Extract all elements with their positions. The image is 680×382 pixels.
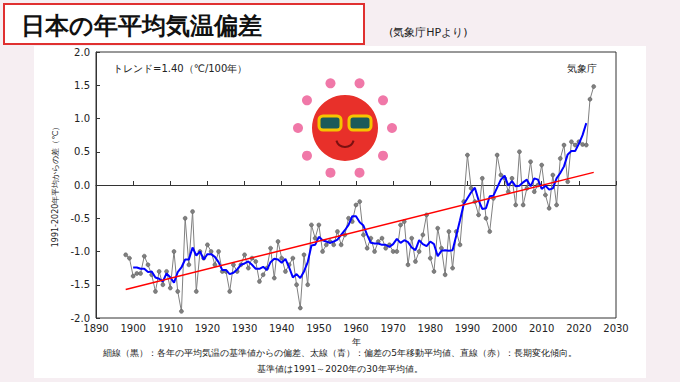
svg-text:-2.0: -2.0 xyxy=(70,312,90,324)
svg-text:-1.0: -1.0 xyxy=(70,246,90,257)
svg-text:細線（黒）：各年の平均気温の基準値からの偏差、太線（青）：偏: 細線（黒）：各年の平均気温の基準値からの偏差、太線（青）：偏差の5年移動平均値、… xyxy=(102,348,577,358)
svg-text:1890: 1890 xyxy=(83,323,108,334)
svg-text:1930: 1930 xyxy=(232,323,257,334)
svg-text:0.5: 0.5 xyxy=(74,146,90,157)
svg-text:1960: 1960 xyxy=(343,323,368,334)
svg-text:年: 年 xyxy=(352,337,361,347)
svg-text:日本の年平均気温偏差: 日本の年平均気温偏差 xyxy=(21,12,262,40)
svg-text:1990: 1990 xyxy=(455,323,480,334)
svg-text:1950: 1950 xyxy=(306,323,331,334)
svg-text:(気象庁HPより): (気象庁HPより) xyxy=(389,26,468,39)
svg-text:1991-2020年平均からの差（℃）: 1991-2020年平均からの差（℃） xyxy=(51,123,60,248)
svg-text:トレンド=1.40（℃/100年）: トレンド=1.40（℃/100年） xyxy=(113,63,247,74)
svg-text:1900: 1900 xyxy=(120,323,145,334)
svg-text:気象庁: 気象庁 xyxy=(567,63,597,74)
svg-text:1.0: 1.0 xyxy=(74,113,90,124)
svg-text:2020: 2020 xyxy=(566,323,591,334)
svg-text:1.5: 1.5 xyxy=(74,80,90,91)
svg-text:基準値は1991～2020年の30年平均値。: 基準値は1991～2020年の30年平均値。 xyxy=(257,364,422,374)
svg-text:2000: 2000 xyxy=(492,323,517,334)
svg-text:-0.5: -0.5 xyxy=(70,213,90,224)
svg-text:1920: 1920 xyxy=(195,323,220,334)
svg-text:2010: 2010 xyxy=(529,323,554,334)
svg-text:1980: 1980 xyxy=(418,323,443,334)
svg-text:2.0: 2.0 xyxy=(74,47,90,58)
svg-text:1910: 1910 xyxy=(158,323,183,334)
svg-text:1970: 1970 xyxy=(380,323,405,334)
svg-text:0.0: 0.0 xyxy=(74,180,90,191)
svg-text:1940: 1940 xyxy=(269,323,294,334)
svg-text:2030: 2030 xyxy=(603,323,628,334)
svg-text:-1.5: -1.5 xyxy=(70,279,90,290)
